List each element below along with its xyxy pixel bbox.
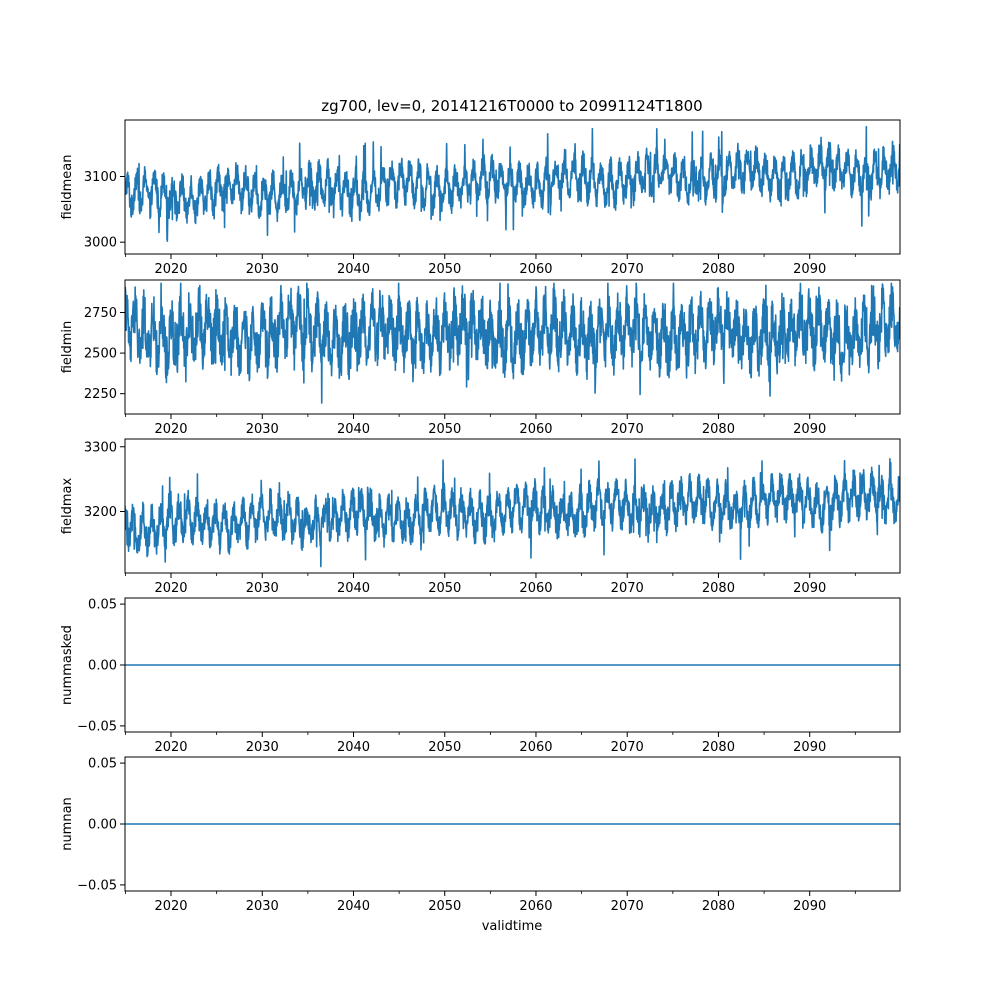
subplot-numnan: 2020 2030 2040 2050 2060 2070 2080 2090 −0.05 0.0… [60,756,901,914]
series-line-fieldmean [125,125,900,242]
y-tick-label: −0.05 [77,719,117,734]
x-tick-label: 2030 [246,899,279,914]
x-tick-label: 2050 [428,262,461,277]
x-tick-label: 2040 [337,899,370,914]
x-tick-label: 2090 [793,422,826,437]
subplot-stack: 2020 2030 2040 2050 2060 2070 2080 2090 3000 3100… [60,119,901,914]
x-tick-label: 2070 [611,899,644,914]
x-tick-label: 2020 [154,581,187,596]
x-tick-label: 2080 [702,422,735,437]
series-line-fieldmin [125,282,900,404]
y-axis-label-nummasked: nummasked [60,625,75,705]
x-tick-label: 2040 [337,262,370,277]
x-tick-label: 2060 [519,740,552,755]
x-tick-label: 2080 [702,262,735,277]
y-tick-label: −0.05 [77,878,117,893]
x-tick-label: 2040 [337,422,370,437]
y-axis-label-fieldmax: fieldmax [60,478,75,535]
x-tick-label: 2080 [702,740,735,755]
axes-frame [124,279,901,415]
axes-frame [124,438,901,574]
x-tick-label: 2080 [702,581,735,596]
y-tick-label: 2750 [84,306,117,321]
x-tick-label: 2050 [428,422,461,437]
x-tick-label: 2030 [246,740,279,755]
y-tick-label: 3200 [84,505,117,520]
x-tick-label: 2030 [246,422,279,437]
x-tick-label: 2020 [154,740,187,755]
chart-title: zg700, lev=0, 20141216T0000 to 20991124T… [321,97,702,115]
x-tick-label: 2050 [428,740,461,755]
y-tick-label: 3100 [84,170,117,185]
x-tick-label: 2030 [246,581,279,596]
subplot-fieldmean: 2020 2030 2040 2050 2060 2070 2080 2090 3000 3100… [60,119,901,277]
y-tick-label: 2500 [84,347,117,362]
x-tick-label: 2060 [519,262,552,277]
x-tick-label: 2040 [337,740,370,755]
x-tick-label: 2090 [793,899,826,914]
x-tick-label: 2070 [611,581,644,596]
x-tick-label: 2060 [519,581,552,596]
y-tick-label: 0.05 [88,598,117,613]
x-tick-label: 2090 [793,262,826,277]
x-tick-label: 2020 [154,899,187,914]
y-tick-label: 0.05 [88,757,117,772]
subplot-fieldmax: 2020 2030 2040 2050 2060 2070 2080 2090 3200 3300… [60,438,901,596]
axes-frame [124,119,901,255]
x-tick-label: 2070 [611,422,644,437]
subplot-fieldmin: 2020 2030 2040 2050 2060 2070 2080 2090 2250 2500… [60,279,901,437]
series-line-fieldmax [125,458,900,568]
y-axis-label-fieldmean: fieldmean [60,155,75,220]
y-tick-label: 3300 [84,440,117,455]
y-tick-label: 2250 [84,387,117,402]
x-tick-label: 2060 [519,899,552,914]
x-tick-label: 2090 [793,740,826,755]
y-tick-label: 0.00 [88,818,117,833]
x-tick-label: 2050 [428,899,461,914]
x-axis-label: validtime [482,919,543,934]
y-tick-label: 3000 [84,236,117,251]
x-tick-label: 2020 [154,262,187,277]
x-tick-label: 2080 [702,899,735,914]
x-tick-label: 2070 [611,740,644,755]
y-axis-label-numnan: numnan [60,797,75,851]
x-tick-label: 2020 [154,422,187,437]
x-tick-label: 2040 [337,581,370,596]
y-tick-label: 0.00 [88,659,117,674]
x-tick-label: 2070 [611,262,644,277]
x-tick-label: 2060 [519,422,552,437]
x-tick-label: 2030 [246,262,279,277]
y-axis-label-fieldmin: fieldmin [60,321,75,374]
x-tick-label: 2090 [793,581,826,596]
subplot-nummasked: 2020 2030 2040 2050 2060 2070 2080 2090 −0.05 0.0… [60,597,901,755]
x-tick-label: 2050 [428,581,461,596]
